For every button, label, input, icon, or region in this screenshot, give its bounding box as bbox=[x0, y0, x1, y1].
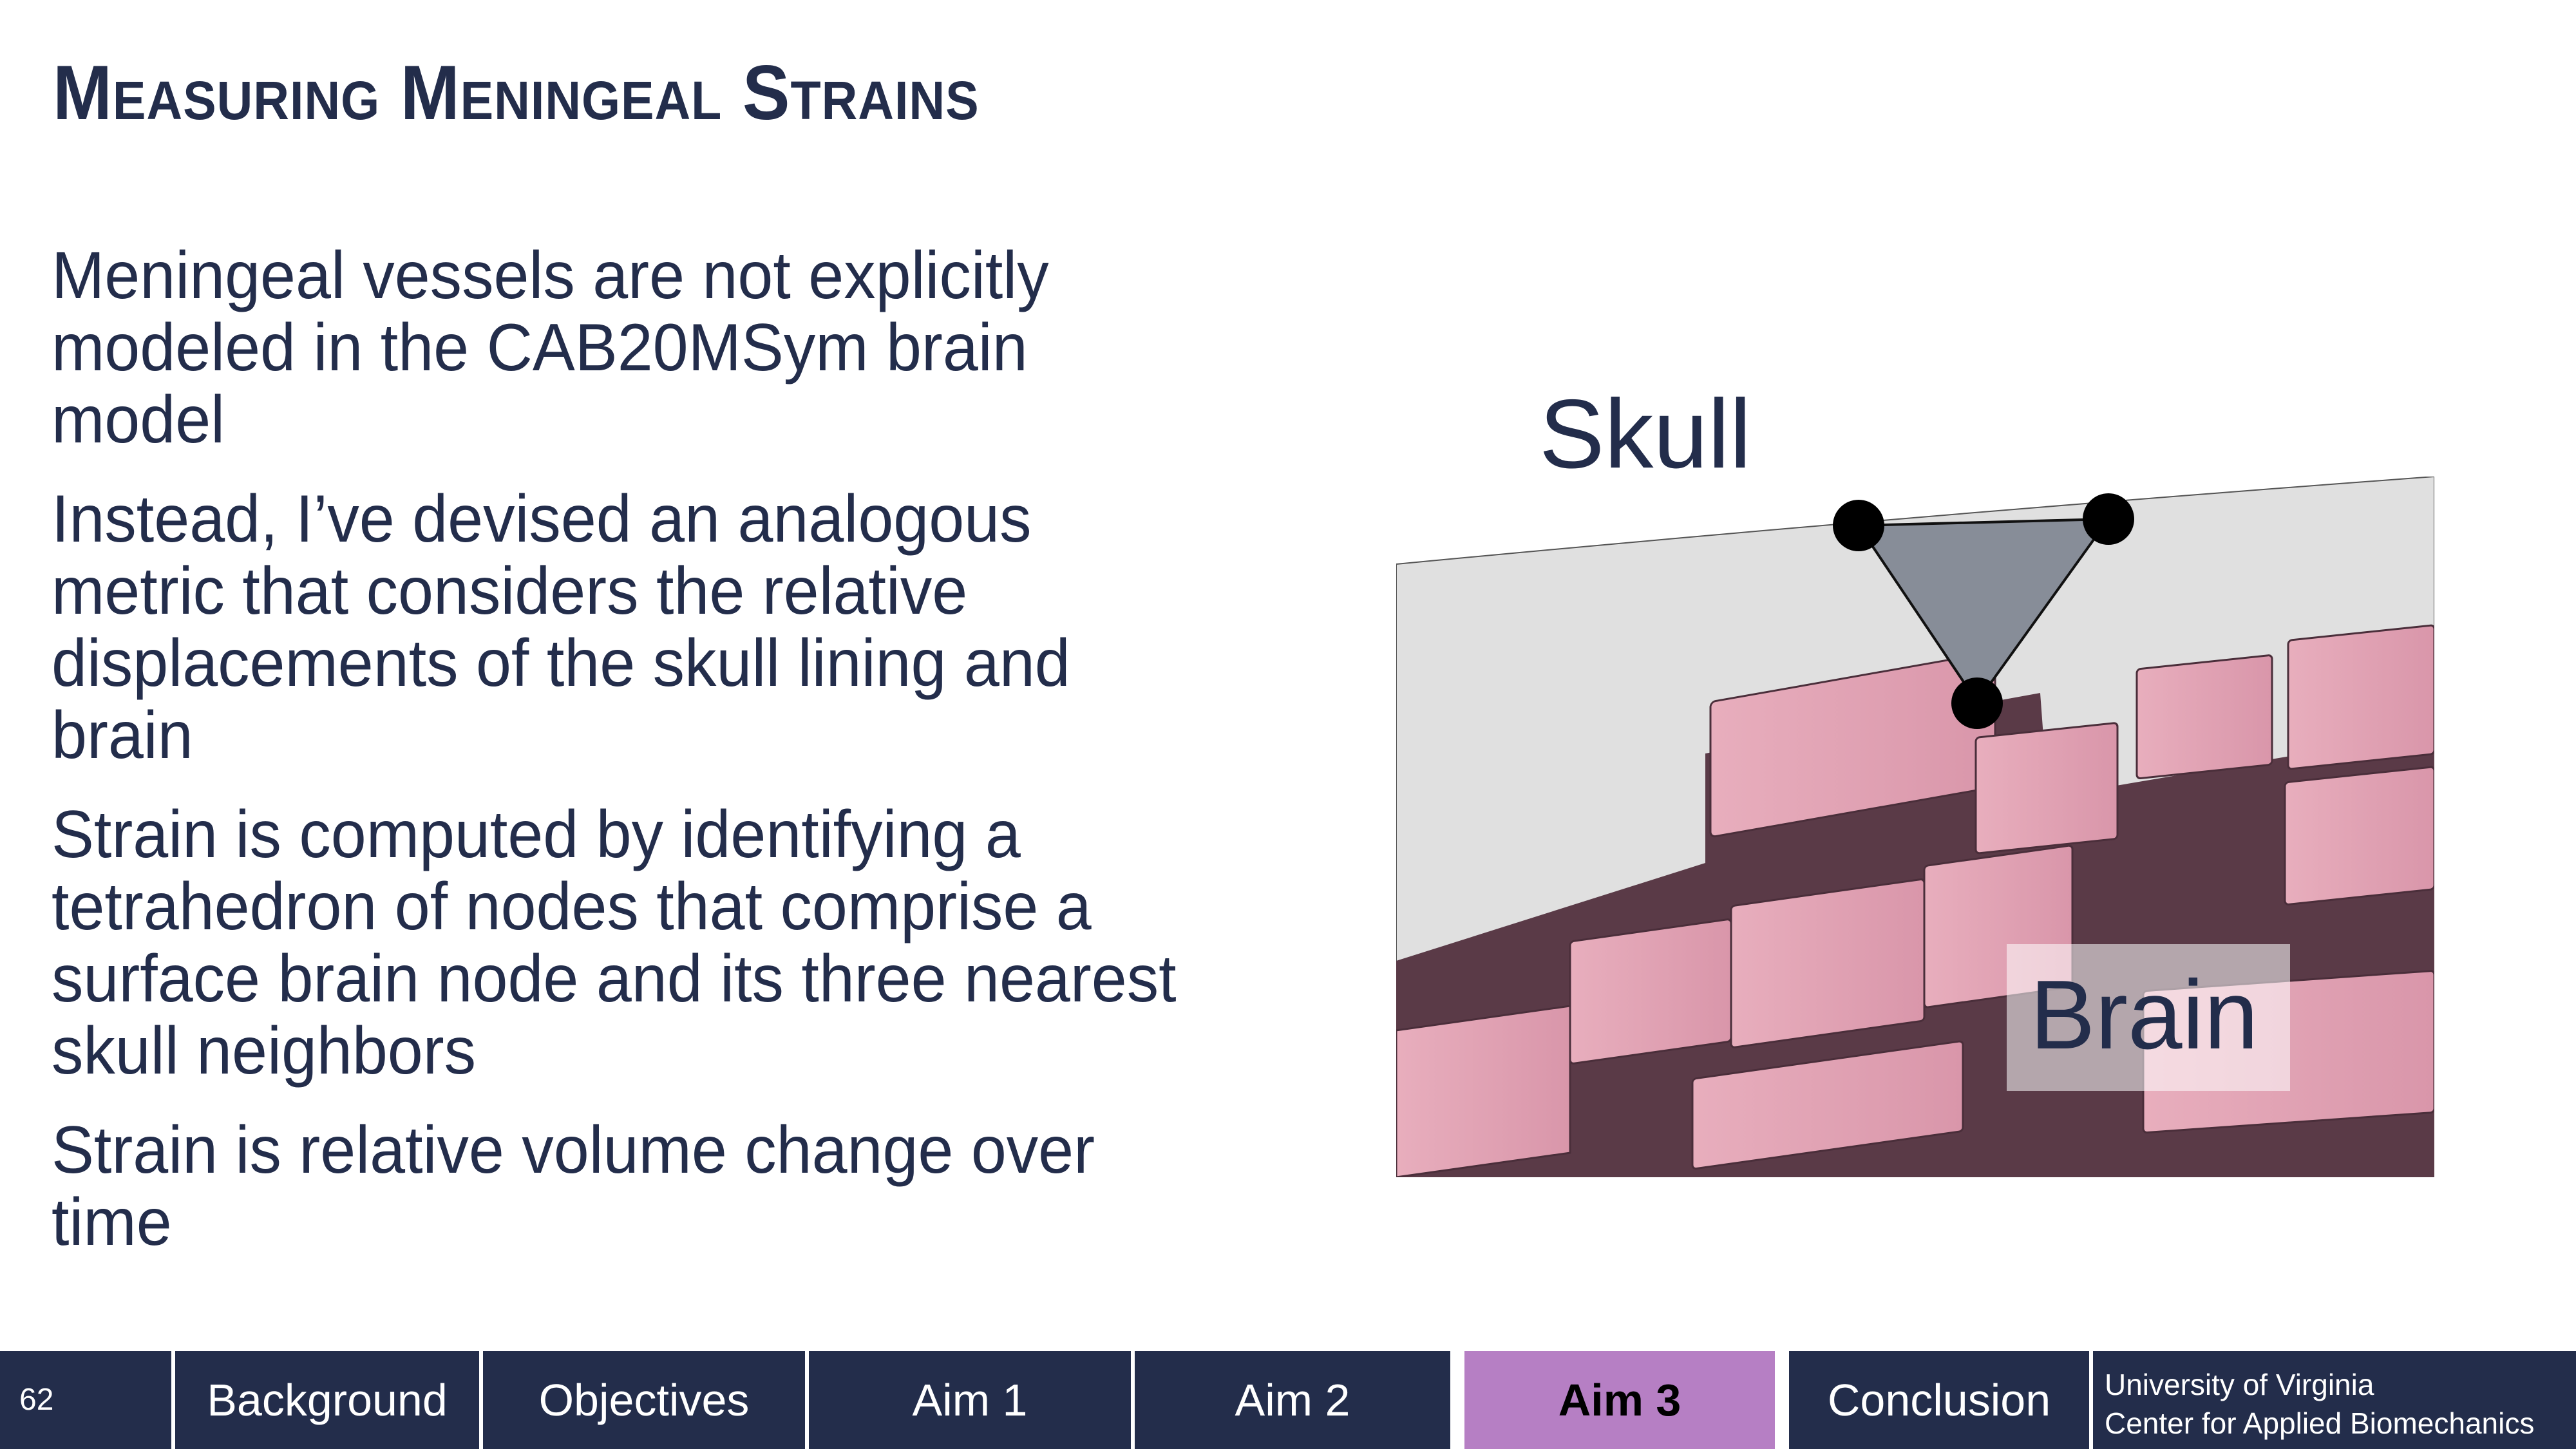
footer-bar bbox=[0, 1351, 2576, 1449]
slide-number: 62 bbox=[19, 1383, 54, 1417]
nav-separator bbox=[805, 1351, 809, 1449]
nav-tab-objectives[interactable]: Objectives bbox=[538, 1375, 750, 1425]
org-line-1: University of Virginia bbox=[2105, 1368, 2374, 1401]
brain-element bbox=[2287, 624, 2434, 770]
brain-node bbox=[1951, 677, 2003, 729]
nav-tab-conclusion[interactable]: Conclusion bbox=[1827, 1375, 2051, 1425]
brain-label-background bbox=[2007, 944, 2290, 1091]
nav-tab-background[interactable]: Background bbox=[207, 1375, 448, 1425]
nav-tab-aim-3[interactable]: Aim 3 bbox=[1464, 1351, 1775, 1449]
nav-separator bbox=[1450, 1351, 1464, 1449]
brain-element bbox=[1569, 918, 1732, 1065]
slide-title: Measuring Meningeal Strains bbox=[53, 50, 980, 136]
brain-element bbox=[1730, 878, 1926, 1048]
brain-label: Brain bbox=[2030, 960, 2259, 1070]
bullet-list: Meningeal vessels are not explicitly mod… bbox=[52, 240, 1275, 1285]
skull-label: Skull bbox=[1539, 379, 1752, 489]
nav-separator bbox=[2089, 1351, 2093, 1449]
bullet-item: Instead, I’ve devised an analogous metri… bbox=[52, 482, 1070, 773]
brain-element bbox=[1691, 1040, 1964, 1170]
organization-name: University of Virginia Center for Applie… bbox=[2105, 1365, 2568, 1443]
nav-tab-aim-2[interactable]: Aim 2 bbox=[1235, 1375, 1350, 1425]
nav-separator bbox=[1775, 1351, 1789, 1449]
org-line-2: Center for Applied Biomechanics bbox=[2105, 1406, 2535, 1440]
nav-separator bbox=[1131, 1351, 1135, 1449]
skull-brain-figure bbox=[1396, 477, 2434, 1177]
nav-tab-aim-1[interactable]: Aim 1 bbox=[912, 1375, 1028, 1425]
bullet-item: Strain is relative volume change over ti… bbox=[52, 1113, 1095, 1260]
bullet-item: Meningeal vessels are not explicitly mod… bbox=[52, 238, 1049, 457]
brain-element bbox=[2284, 766, 2434, 905]
brain-element bbox=[2136, 654, 2273, 780]
brain-element bbox=[1396, 1005, 1571, 1177]
mesh-illustration bbox=[1396, 477, 2434, 1177]
skull-node bbox=[1833, 500, 1884, 551]
brain-element bbox=[1975, 722, 2119, 855]
bullet-item: Strain is computed by identifying a tetr… bbox=[52, 797, 1177, 1088]
nav-separator bbox=[479, 1351, 483, 1449]
tetrahedron bbox=[1856, 517, 2111, 705]
nav-separator bbox=[171, 1351, 175, 1449]
skull-node bbox=[2083, 493, 2134, 545]
